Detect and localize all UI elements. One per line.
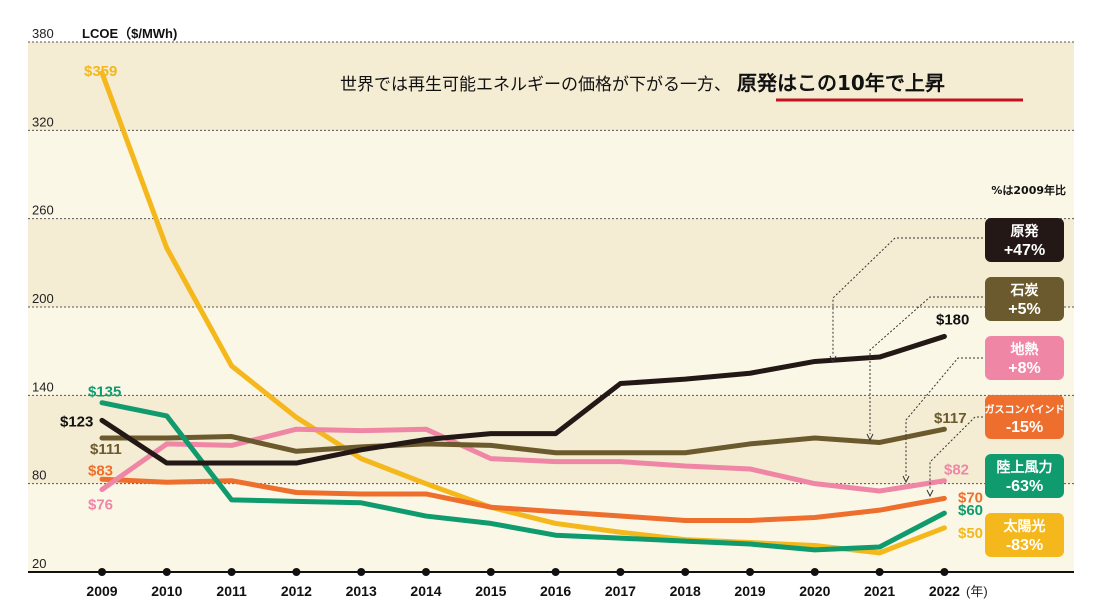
x-tick-label: 2009 — [86, 583, 117, 599]
legend-name: 陸上風力 — [997, 459, 1053, 476]
series-line-1 — [99, 333, 947, 466]
legend-connector — [905, 357, 983, 476]
series-line-4 — [99, 476, 947, 523]
start-value-label: $83 — [88, 462, 113, 479]
y-tick-label: 380 — [32, 26, 54, 41]
legend-connector — [929, 416, 983, 490]
legend-arrow — [902, 475, 910, 484]
band — [28, 42, 1074, 131]
background-bands — [28, 42, 1074, 572]
y-tick-label: 200 — [32, 291, 54, 306]
legend-box — [985, 454, 1064, 498]
x-tick-label: 2013 — [346, 583, 377, 599]
legend-change: +5% — [1008, 301, 1040, 318]
end-value-label: $60 — [958, 502, 983, 519]
series-line-3 — [99, 426, 947, 494]
end-value-label: $180 — [936, 311, 969, 328]
x-tick-label: 2020 — [799, 583, 830, 599]
legend-arrow — [829, 355, 837, 364]
title-main: 世界では再生可能エネルギーの価格が下がる一方、 — [340, 75, 731, 95]
y-tick-label: 20 — [32, 556, 46, 571]
start-value-label: $359 — [84, 63, 117, 80]
x-tick-dot — [357, 568, 366, 576]
legend-name: ガスコンバインド — [985, 403, 1065, 416]
y-tick-label: 260 — [32, 203, 54, 218]
x-tick-dot — [292, 568, 301, 576]
x-tick-dot — [681, 568, 690, 576]
x-tick-label: 2022 — [929, 583, 960, 599]
legend-box — [985, 336, 1064, 380]
x-tick-dot — [616, 568, 625, 576]
legend-name: 石炭 — [1010, 282, 1039, 299]
x-unit-label: (年) — [966, 584, 988, 599]
legend-name: 原発 — [1011, 223, 1040, 240]
legend-connector — [832, 237, 983, 356]
x-tick-dot — [551, 568, 560, 576]
legend-change: +47% — [1004, 242, 1045, 259]
legend-connector — [869, 296, 983, 434]
x-tick-dot — [162, 568, 171, 576]
x-tick-dot — [940, 568, 949, 576]
legend-name: 地熱 — [1011, 341, 1039, 358]
x-tick-label: 2015 — [475, 583, 506, 599]
start-value-label: $123 — [60, 413, 93, 430]
start-value-label: $135 — [88, 384, 121, 401]
x-tick-label: 2021 — [864, 583, 895, 599]
end-value-label: $70 — [958, 489, 983, 506]
legend-name: 太陽光 — [1004, 518, 1046, 535]
y-axis-ticks: 20 80 140 200 260 320 380 — [32, 26, 54, 571]
legend-box — [985, 395, 1064, 439]
title-emphasis: 原発はこの10年で上昇 — [737, 71, 945, 95]
band — [28, 483, 1074, 572]
legend-box — [985, 277, 1064, 321]
y-tick-label: 140 — [32, 379, 54, 394]
legend-arrow — [926, 489, 934, 498]
legend-arrow — [866, 433, 874, 442]
end-value-label: $50 — [958, 525, 983, 542]
chart-title: 世界では再生可能エネルギーの価格が下がる一方、 原発はこの10年で上昇 — [340, 71, 945, 95]
y-tick-label: 320 — [32, 114, 54, 129]
start-value-label: $111 — [90, 441, 122, 458]
legend-change: -63% — [1006, 478, 1043, 495]
x-tick-label: 2018 — [670, 583, 701, 599]
legend-change: -15% — [1006, 419, 1043, 436]
x-tick-label: 2019 — [734, 583, 765, 599]
band — [28, 307, 1074, 396]
x-tick-dot — [227, 568, 236, 576]
series-line-6 — [99, 70, 947, 556]
series-line-5 — [99, 400, 947, 553]
series-line-2 — [99, 426, 947, 456]
y-tick-label: 80 — [32, 468, 46, 483]
series-lines — [99, 70, 947, 556]
legend-change: -83% — [1006, 537, 1043, 554]
legend-change: +8% — [1008, 360, 1040, 377]
start-value-label: $76 — [88, 497, 113, 514]
x-tick-dot — [875, 568, 884, 576]
note-label: %は2009年比 — [991, 183, 1066, 197]
legend: 原発 +47% 石炭 +5% 地熱 +8% ガスコンバインド -15% 陸上風力 -63% 太陽光 -… — [829, 218, 1065, 557]
y-axis-label: LCOE（$/MWh) — [82, 26, 177, 41]
x-tick-dot — [486, 568, 495, 576]
x-tick-dot — [810, 568, 819, 576]
data-labels: $123 $180 $111 $117 $76 $82 $83 $70 $135 $60 $359 $… — [60, 63, 983, 542]
end-value-label: $82 — [944, 462, 969, 479]
x-tick-dot — [98, 568, 106, 576]
x-tick-label: 2012 — [281, 583, 312, 599]
x-tick-dot — [422, 568, 430, 576]
x-axis: 2009 2010 2011 2012 2013 2014 2015 2016 2017 2018… — [28, 568, 1074, 599]
band — [28, 218, 1074, 307]
x-tick-label: 2010 — [151, 583, 182, 599]
band — [28, 130, 1074, 219]
legend-box — [985, 513, 1064, 557]
x-tick-dot — [746, 568, 754, 576]
x-tick-label: 2016 — [540, 583, 571, 599]
legend-box — [985, 218, 1064, 262]
x-tick-label: 2011 — [216, 583, 247, 599]
x-tick-label: 2014 — [410, 583, 441, 599]
x-tick-label: 2017 — [605, 583, 636, 599]
end-value-label: $117 — [934, 410, 967, 427]
